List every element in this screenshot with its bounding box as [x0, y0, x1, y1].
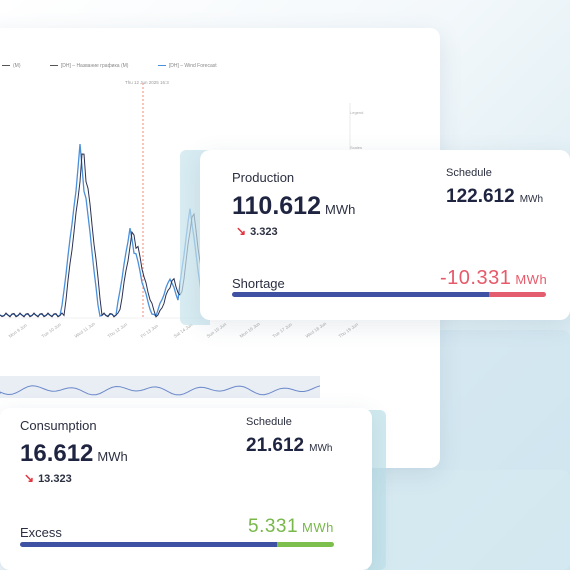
side-label: Scales	[350, 145, 363, 150]
excess-label: Excess	[20, 525, 62, 540]
shortage-value: -10.331 MWh	[440, 267, 548, 289]
x-tick-label: Thu 19 Jun	[338, 322, 360, 339]
side-label: Legend	[350, 110, 364, 115]
x-tick-label: Wed 18 Jun	[305, 321, 328, 339]
shortage-label: Shortage	[232, 276, 285, 291]
production-title: Production	[232, 170, 295, 185]
arrow-down-right-icon: ↘	[236, 224, 247, 238]
consumption-value: 16.612 MWh	[20, 440, 128, 467]
x-tick-label: Tue 10 Jun	[41, 322, 63, 339]
consumption-delta: ↘ 13.323	[24, 471, 72, 485]
x-tick-label: Fri 13 Jun	[140, 323, 160, 339]
x-tick-label: Mon 16 Jun	[239, 321, 262, 339]
production-schedule-value: 122.612 MWh	[446, 186, 544, 207]
production-delta: ↘ 3.323	[236, 224, 278, 238]
range-navigator[interactable]	[0, 376, 321, 398]
legend-item[interactable]: [DH] – Название графика (M)	[49, 63, 143, 69]
consumption-title: Consumption	[20, 418, 97, 433]
excess-value: 5.331 MWh	[248, 516, 334, 537]
consumption-schedule-title: Schedule	[246, 416, 292, 428]
progress-remainder	[489, 292, 546, 297]
production-value: 110.612 MWh	[232, 192, 356, 220]
consumption-schedule-value: 21.612 MWh	[246, 435, 333, 456]
production-card: Production 110.612 MWh ↘ 3.323 Schedule 12…	[200, 150, 570, 320]
legend-item[interactable]: [DH] – Wind Forecast	[157, 63, 231, 69]
consumption-progress-bar	[20, 542, 334, 547]
production-schedule-title: Schedule	[446, 167, 492, 179]
background-band	[368, 410, 386, 570]
x-tick-label: Mon 9 Jun	[8, 322, 28, 338]
marker-label: Thu 12 Jun 2025 16:3	[125, 80, 169, 85]
legend-item[interactable]: (M)	[2, 63, 35, 69]
x-tick-label: Tue 17 Jun	[272, 322, 294, 339]
chart-legend: (M) [DH] – Название графика (M) [DH] – W…	[2, 63, 245, 69]
progress-remainder	[277, 542, 334, 547]
progress-fill	[232, 292, 490, 297]
x-tick-label: Wed 11 Jun	[74, 321, 97, 339]
production-progress-bar	[232, 292, 546, 297]
navigator-minichart	[0, 385, 321, 396]
consumption-card: Consumption 16.612 MWh ↘ 13.323 Schedule 2…	[0, 408, 372, 570]
x-tick-label: Thu 12 Jun	[107, 322, 129, 339]
progress-fill	[20, 542, 278, 547]
arrow-down-right-icon: ↘	[24, 471, 35, 485]
